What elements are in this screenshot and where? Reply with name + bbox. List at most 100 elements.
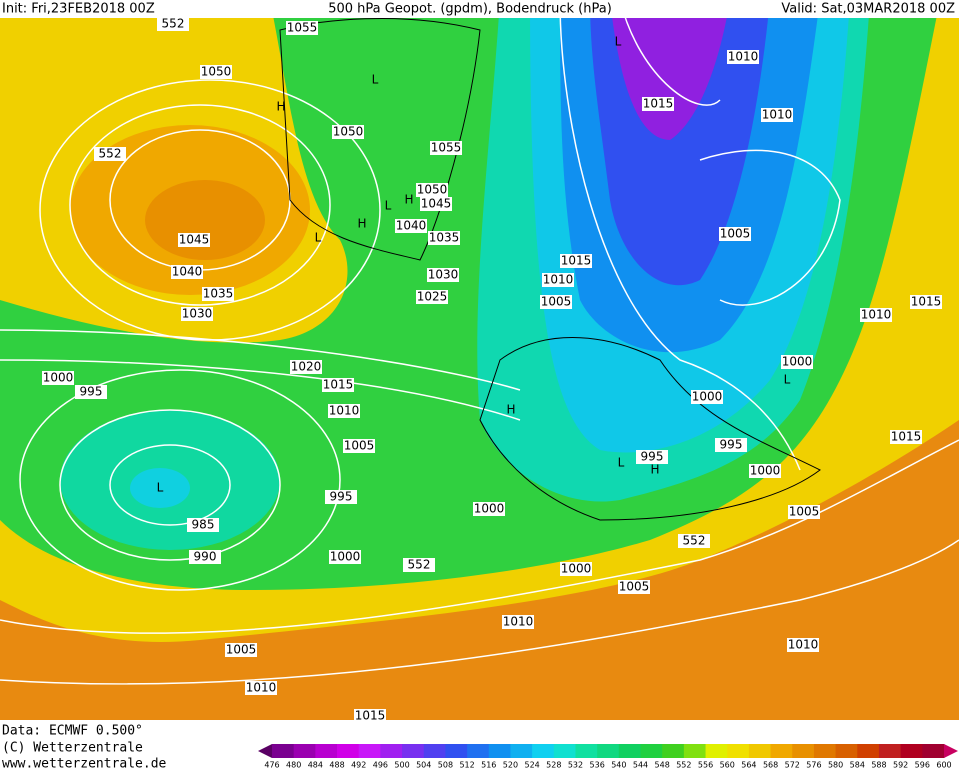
colorbar-swatch xyxy=(835,744,858,758)
colorbar-arrow xyxy=(258,744,272,758)
label-box xyxy=(286,21,318,35)
pressure-center: L xyxy=(618,456,625,470)
isobar-label: 1010 xyxy=(762,108,793,122)
isobar-label: 995 xyxy=(641,450,664,464)
label-box xyxy=(727,50,759,64)
isobar-label: 552 xyxy=(683,534,706,548)
isobar-label: 1015 xyxy=(911,295,942,309)
label-box xyxy=(94,147,126,161)
coastline xyxy=(479,337,821,521)
isobar-label: 1030 xyxy=(182,307,213,321)
colorbar-label: 568 xyxy=(763,761,778,770)
label-box xyxy=(202,287,234,301)
colorbar-label: 576 xyxy=(806,761,821,770)
colorbar-swatch xyxy=(467,744,490,758)
isobar-label: 1000 xyxy=(474,502,505,516)
colorbar-label: 580 xyxy=(828,761,843,770)
colorbar-swatch xyxy=(488,744,511,758)
colorbar-label: 492 xyxy=(351,761,366,770)
label-box xyxy=(430,141,462,155)
label-box xyxy=(171,265,203,279)
label-box xyxy=(761,108,793,122)
label-box xyxy=(329,550,361,564)
label-box xyxy=(473,502,505,516)
colorbar-swatch xyxy=(770,744,793,758)
colorbar-swatch xyxy=(662,744,685,758)
zone xyxy=(130,468,190,508)
label-box xyxy=(322,378,354,392)
colorbar-label: 516 xyxy=(481,761,496,770)
colorbar-label: 504 xyxy=(416,761,431,770)
colorbar-label: 536 xyxy=(590,761,605,770)
colorbar-swatch xyxy=(337,744,360,758)
isobar-label: 985 xyxy=(192,518,215,532)
label-box xyxy=(200,65,232,79)
isobar-label: 1000 xyxy=(692,390,723,404)
isobar-label: 1015 xyxy=(561,254,592,268)
isobar-label: 1000 xyxy=(330,550,361,564)
label-box xyxy=(189,550,221,564)
label-box xyxy=(781,355,813,369)
label-box xyxy=(560,254,592,268)
pressure-center: H xyxy=(276,100,285,114)
coastline xyxy=(279,17,481,261)
isobar-label: 1025 xyxy=(417,290,448,304)
isobar-label: 1045 xyxy=(421,197,452,211)
pressure-center: L xyxy=(372,73,379,87)
pressure-center: L xyxy=(385,199,392,213)
pressure-center: L xyxy=(315,231,322,245)
isobar-label: 1050 xyxy=(333,125,364,139)
copyright: (C) Wetterzentrale xyxy=(2,741,143,756)
isobar-label: 1010 xyxy=(246,681,277,695)
isobar-label: 1010 xyxy=(788,638,819,652)
label-box xyxy=(787,638,819,652)
colorbar-label: 500 xyxy=(394,761,409,770)
colorbar-swatch xyxy=(792,744,815,758)
colorbar-label: 588 xyxy=(871,761,886,770)
isobar-label: 1015 xyxy=(355,709,386,723)
data-source: Data: ECMWF 0.500° xyxy=(2,724,143,739)
label-box xyxy=(187,518,219,532)
colorbar-swatch xyxy=(445,744,468,758)
isobar-label: 1050 xyxy=(417,183,448,197)
colorbar-swatch xyxy=(315,744,338,758)
isobar-label: 1005 xyxy=(619,580,650,594)
colorbar-label: 564 xyxy=(741,761,756,770)
colorbar-arrow xyxy=(944,744,958,758)
colorbar-label: 480 xyxy=(286,761,301,770)
colorbar-swatch xyxy=(705,744,728,758)
colorbar-label: 488 xyxy=(329,761,344,770)
isobar-label: 1010 xyxy=(861,308,892,322)
isobar-label: 1005 xyxy=(541,295,572,309)
colorbar-label: 476 xyxy=(264,761,279,770)
label-box xyxy=(642,97,674,111)
colorbar-label: 552 xyxy=(676,761,691,770)
colorbar-swatch xyxy=(748,744,772,758)
isobar-label: 990 xyxy=(194,550,217,564)
isobar-label: 1005 xyxy=(344,439,375,453)
colorbar-swatch xyxy=(358,744,381,758)
isobar-label: 1015 xyxy=(891,430,922,444)
colorbar-swatch xyxy=(597,744,620,758)
label-box xyxy=(719,227,751,241)
isobar-label: 1010 xyxy=(728,50,759,64)
label-box xyxy=(420,197,452,211)
label-box xyxy=(860,308,892,322)
label-box xyxy=(290,360,322,374)
label-box xyxy=(715,438,747,452)
colorbar-swatch xyxy=(727,744,750,758)
colorbar-swatch xyxy=(402,744,425,758)
label-box xyxy=(540,295,572,309)
label-box xyxy=(428,231,460,245)
colorbar-swatch xyxy=(293,744,316,758)
label-box xyxy=(560,562,592,576)
colorbar-label: 540 xyxy=(611,761,626,770)
label-box xyxy=(678,534,710,548)
isobar-label: 995 xyxy=(80,385,103,399)
isobar-label: 1040 xyxy=(396,219,427,233)
isobar-label: 1030 xyxy=(428,268,459,282)
pressure-center: H xyxy=(404,193,413,207)
colorbar-label: 524 xyxy=(524,761,539,770)
isobar-label: 1000 xyxy=(782,355,813,369)
